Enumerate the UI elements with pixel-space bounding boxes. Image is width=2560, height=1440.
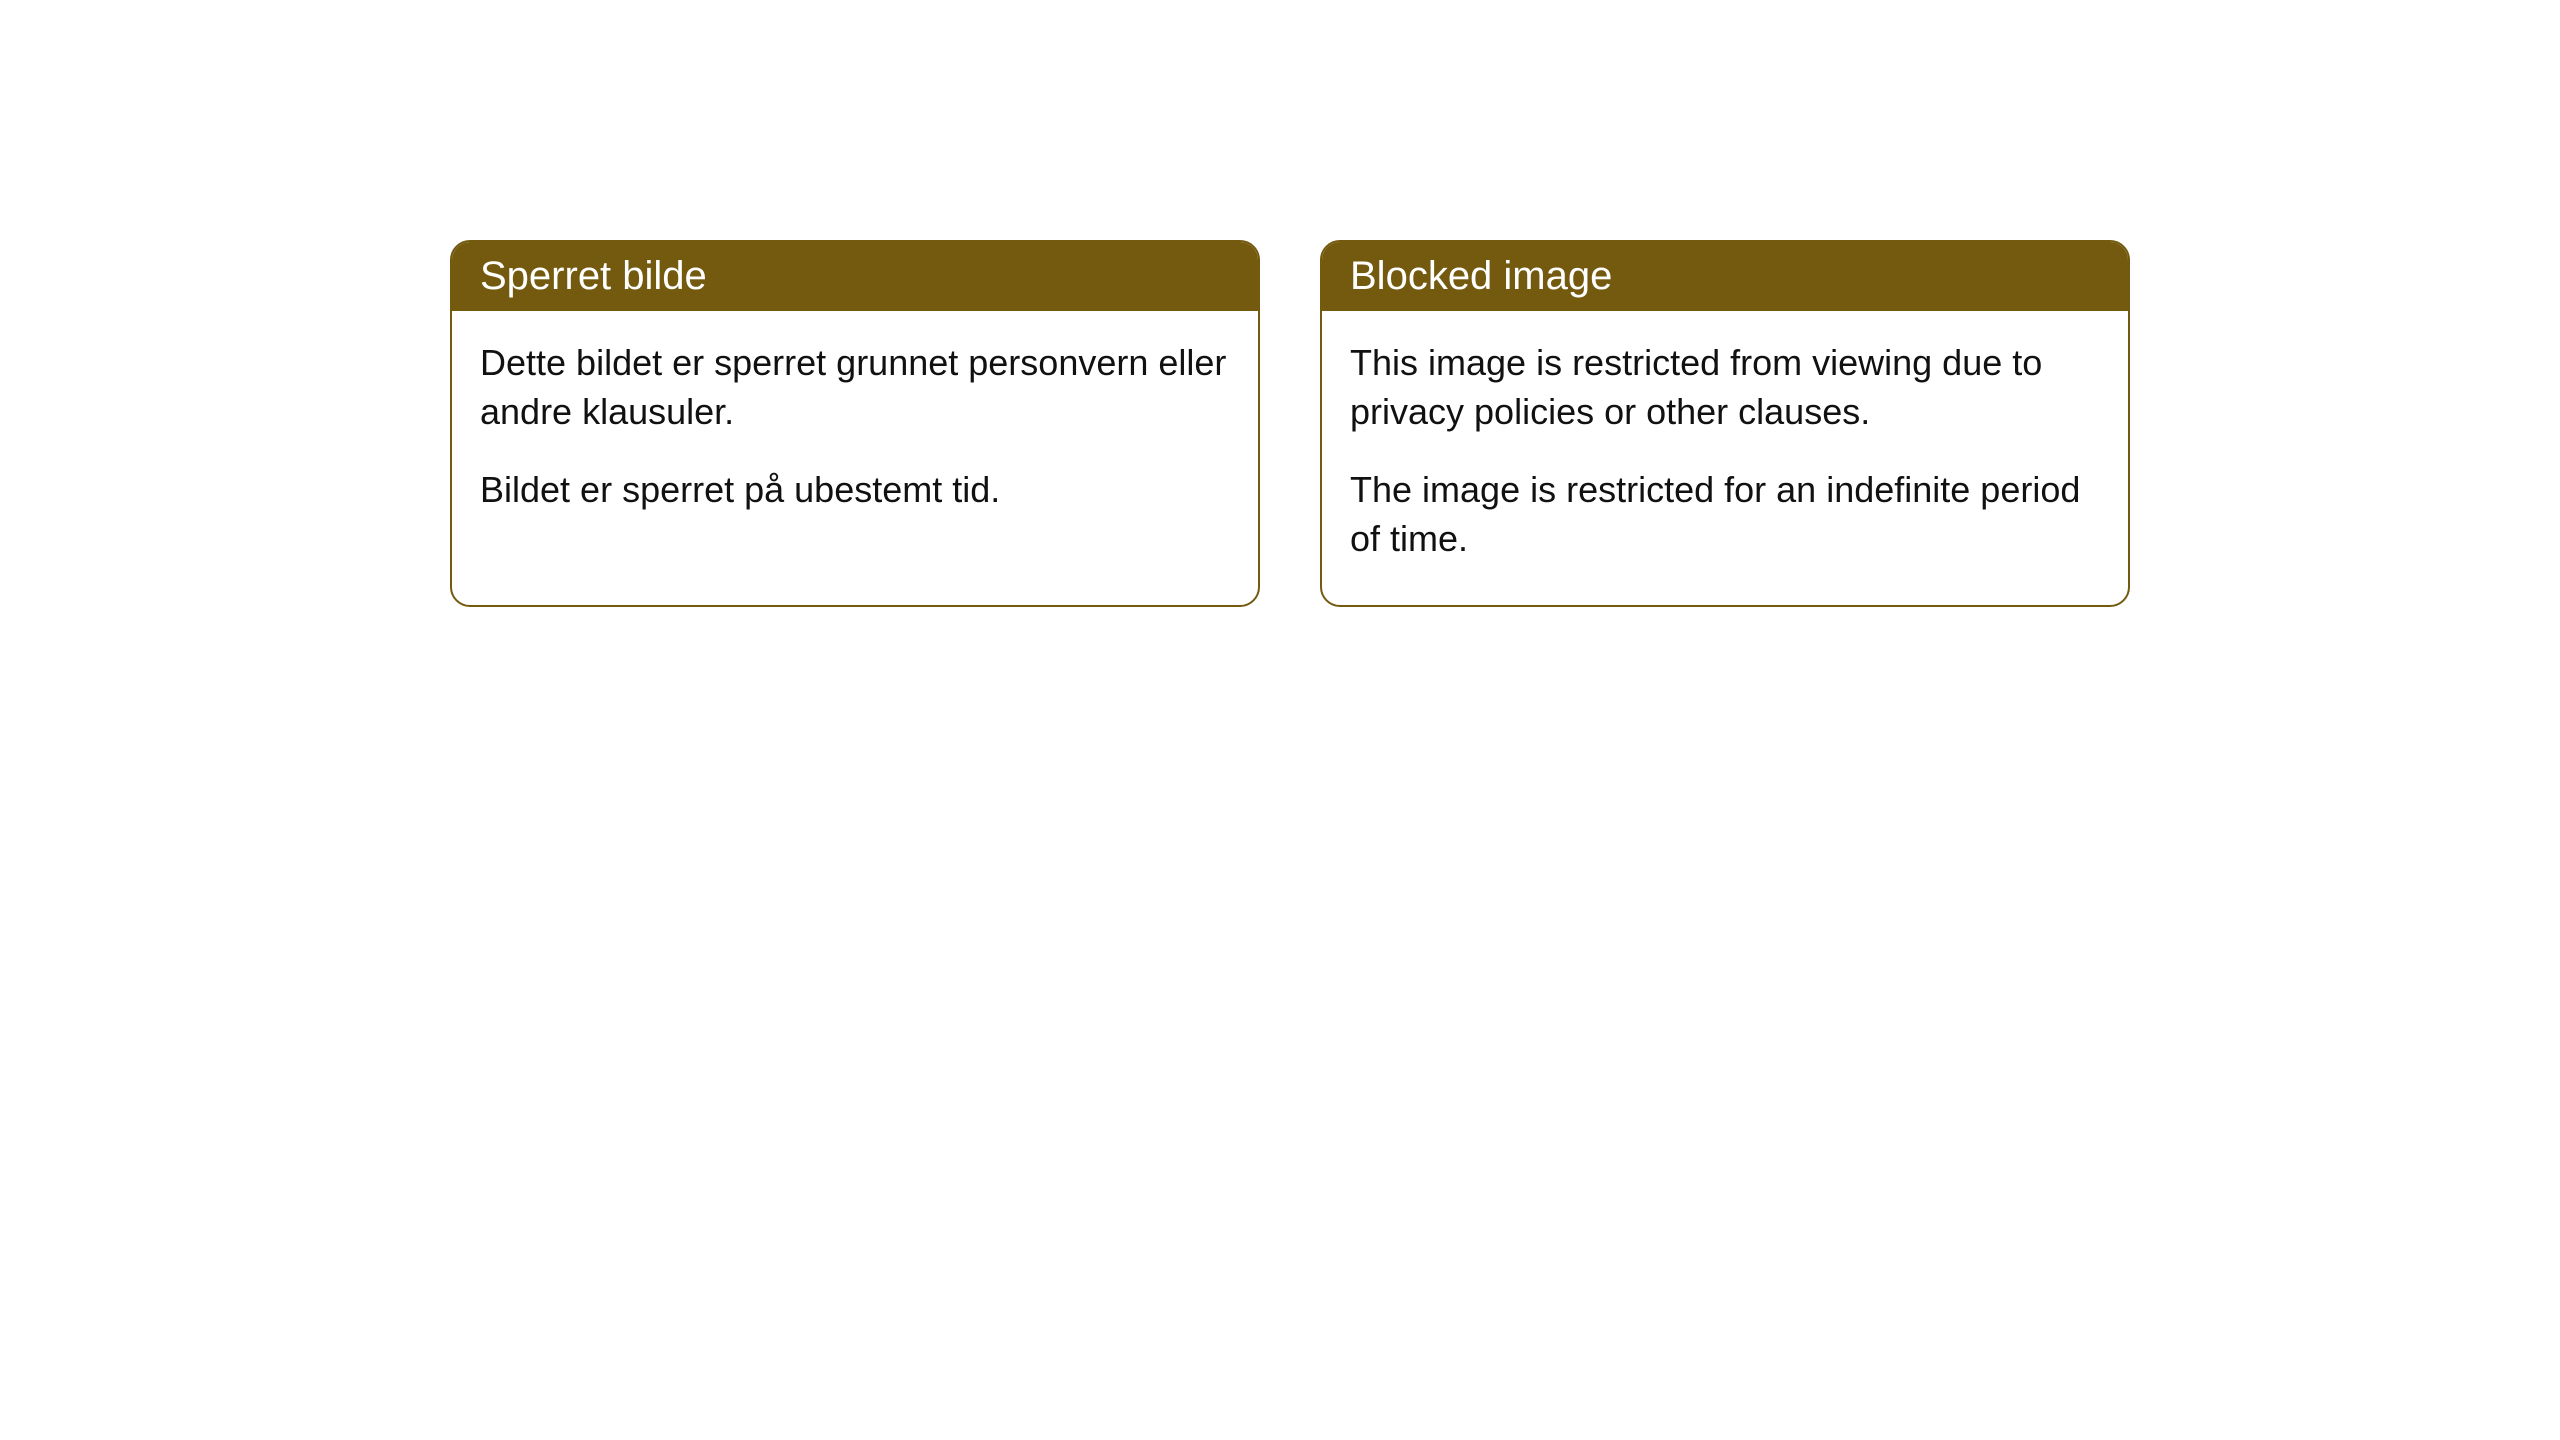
- card-body: This image is restricted from viewing du…: [1322, 311, 2128, 605]
- info-card-english: Blocked image This image is restricted f…: [1320, 240, 2130, 607]
- info-cards-container: Sperret bilde Dette bildet er sperret gr…: [450, 240, 2130, 607]
- card-paragraph: Dette bildet er sperret grunnet personve…: [480, 339, 1230, 436]
- info-card-norwegian: Sperret bilde Dette bildet er sperret gr…: [450, 240, 1260, 607]
- card-paragraph: This image is restricted from viewing du…: [1350, 339, 2100, 436]
- card-paragraph: The image is restricted for an indefinit…: [1350, 466, 2100, 563]
- card-header: Blocked image: [1322, 242, 2128, 311]
- card-paragraph: Bildet er sperret på ubestemt tid.: [480, 466, 1230, 515]
- card-header: Sperret bilde: [452, 242, 1258, 311]
- card-body: Dette bildet er sperret grunnet personve…: [452, 311, 1258, 557]
